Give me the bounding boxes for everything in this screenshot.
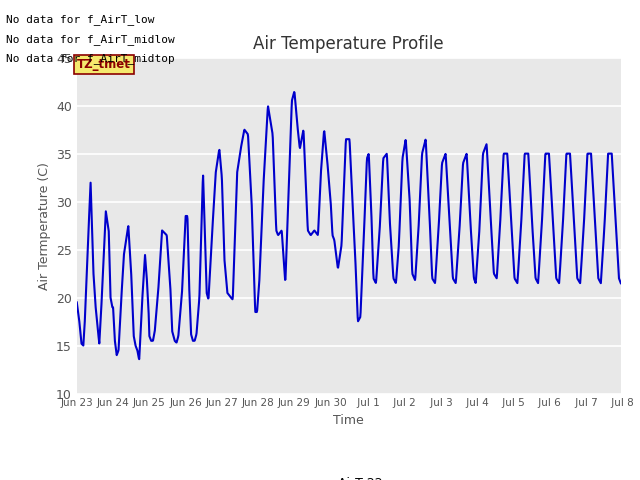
- Y-axis label: Air Termperature (C): Air Termperature (C): [38, 162, 51, 289]
- Text: No data for f_AirT_midlow: No data for f_AirT_midlow: [6, 34, 175, 45]
- Legend: AirT 22m: AirT 22m: [298, 472, 399, 480]
- Text: No data for f_AirT_midtop: No data for f_AirT_midtop: [6, 53, 175, 64]
- Text: No data for f_AirT_low: No data for f_AirT_low: [6, 14, 155, 25]
- Text: TZ_tmet: TZ_tmet: [77, 58, 131, 71]
- X-axis label: Time: Time: [333, 414, 364, 427]
- Title: Air Temperature Profile: Air Temperature Profile: [253, 35, 444, 53]
